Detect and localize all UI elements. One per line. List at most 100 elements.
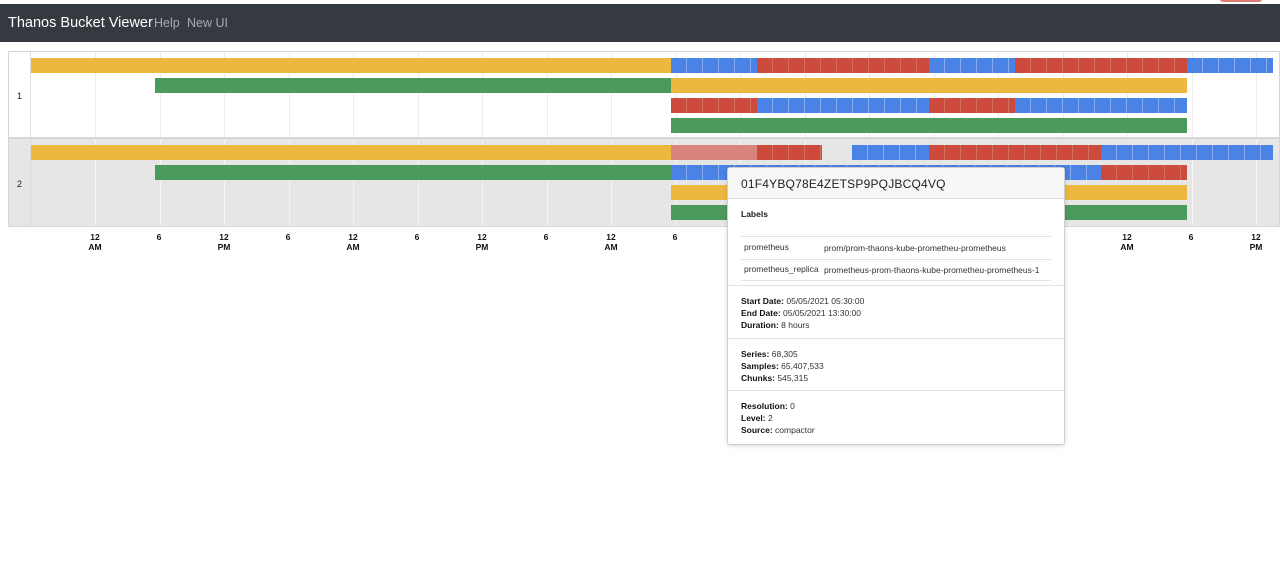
grid-line <box>482 139 483 226</box>
block-bar[interactable] <box>929 145 1101 160</box>
grid-line <box>160 139 161 226</box>
resolution: Resolution: 0 <box>741 401 795 411</box>
grid-line <box>289 139 290 226</box>
label-key: prometheus <box>744 242 789 252</box>
axis-tick: 12 PM <box>217 232 231 252</box>
block-bar[interactable] <box>929 58 1015 73</box>
block-bar[interactable] <box>1101 145 1273 160</box>
grid-line <box>934 52 935 137</box>
axis-tick: 6 <box>543 232 549 242</box>
block-bar[interactable] <box>31 145 671 160</box>
axis-tick: 12 PM <box>475 232 489 252</box>
row-label: 1 <box>17 91 23 101</box>
axis-tick: 6 <box>156 232 162 242</box>
grid-line <box>95 52 96 137</box>
grid-line <box>611 52 612 137</box>
block-bar[interactable] <box>1101 165 1187 180</box>
axis-tick: 12 AM <box>604 232 618 252</box>
grid-line <box>547 139 548 226</box>
grid-line <box>805 52 806 137</box>
block-id: 01F4YBQ78E4ZETSP9PQJBCQ4VQ <box>728 168 1064 199</box>
grid-line <box>1192 52 1193 137</box>
block-bar[interactable] <box>155 78 671 93</box>
grid-line <box>869 52 870 137</box>
grid-line <box>353 139 354 226</box>
label-value: prometheus-prom-thaons-kube-prometheu-pr… <box>824 265 1040 275</box>
block-bar-hovered[interactable] <box>671 145 757 160</box>
grid-line <box>740 52 741 137</box>
grid-line <box>353 52 354 137</box>
meta-section: Resolution: 0 Level: 2 Source: compactor <box>728 391 1064 445</box>
grid-line <box>676 139 677 226</box>
grid-line <box>224 52 225 137</box>
start-date: Start Date: 05/05/2021 05:30:00 <box>741 296 865 306</box>
grid-line <box>289 52 290 137</box>
label-value: prom/prom-thaons-kube-prometheu-promethe… <box>824 243 1006 253</box>
grid-line <box>676 52 677 137</box>
level: Level: 2 <box>741 413 773 423</box>
grid-line <box>160 52 161 137</box>
grid-line <box>1063 52 1064 137</box>
grid-line <box>547 52 548 137</box>
series-count: Series: 68,305 <box>741 349 798 359</box>
block-bar[interactable] <box>155 165 671 180</box>
grid-line <box>418 139 419 226</box>
navbar: Thanos Bucket Viewer Help New UI <box>0 4 1280 42</box>
axis-tick: 6 <box>672 232 678 242</box>
axis-tick: 6 <box>414 232 420 242</box>
app-brand[interactable]: Thanos Bucket Viewer <box>8 15 153 31</box>
block-bar[interactable] <box>929 98 1015 113</box>
label-key: prometheus_replica <box>744 264 819 274</box>
chunks-count: Chunks: 545,315 <box>741 373 809 383</box>
row-divider <box>30 52 31 137</box>
block-bar[interactable] <box>671 58 757 73</box>
grid-line <box>418 52 419 137</box>
block-bar[interactable] <box>852 145 929 160</box>
grid-line <box>998 52 999 137</box>
label-row: prometheus_replica prometheus-prom-thaon… <box>741 260 1051 281</box>
block-bar[interactable] <box>1015 98 1187 113</box>
block-timeline: 1 2 <box>8 51 1280 227</box>
time-axis: 12 AM 6 12 PM 6 12 AM 6 12 PM 6 12 AM 6 12 AM … <box>0 232 1280 256</box>
grid-line <box>611 139 612 226</box>
end-date: End Date: 05/05/2021 13:30:00 <box>741 308 862 318</box>
source: Source: compactor <box>741 425 815 435</box>
block-bar[interactable] <box>671 78 1187 93</box>
corner-button[interactable] <box>1220 0 1262 2</box>
nav-link-help[interactable]: Help <box>154 16 180 30</box>
labels-title: Labels <box>741 209 768 219</box>
grid-line <box>1192 139 1193 226</box>
nav-link-new-ui[interactable]: New UI <box>187 16 228 30</box>
block-bar[interactable] <box>757 58 929 73</box>
timeline-row-2: 2 <box>8 138 1280 227</box>
block-bar[interactable] <box>671 118 1187 133</box>
stats-section: Series: 68,305 Samples: 65,407,533 Chunk… <box>728 339 1064 391</box>
row-label: 2 <box>17 179 23 189</box>
grid-line <box>482 52 483 137</box>
axis-tick: 12 AM <box>1120 232 1134 252</box>
top-strip <box>0 0 1280 4</box>
dates-section: Start Date: 05/05/2021 05:30:00 End Date… <box>728 286 1064 339</box>
labels-table: prometheus prom/prom-thaons-kube-prometh… <box>741 236 1051 281</box>
axis-tick: 6 <box>285 232 291 242</box>
labels-section: Labels prometheus prom/prom-thaons-kube-… <box>728 199 1064 286</box>
block-details-tooltip: 01F4YBQ78E4ZETSP9PQJBCQ4VQ Labels promet… <box>727 167 1065 445</box>
label-row: prometheus prom/prom-thaons-kube-prometh… <box>741 237 1051 260</box>
grid-line <box>224 139 225 226</box>
block-bar[interactable] <box>757 98 929 113</box>
axis-tick: 12 AM <box>346 232 360 252</box>
grid-line <box>95 139 96 226</box>
grid-line <box>1256 52 1257 137</box>
block-bar[interactable] <box>1187 58 1273 73</box>
duration: Duration: 8 hours <box>741 320 810 330</box>
axis-tick: 6 <box>1188 232 1194 242</box>
samples-count: Samples: 65,407,533 <box>741 361 824 371</box>
axis-tick: 12 PM <box>1249 232 1263 252</box>
block-bar[interactable] <box>31 58 671 73</box>
grid-line <box>1127 52 1128 137</box>
block-bar[interactable] <box>671 98 757 113</box>
timeline-row-1: 1 <box>8 51 1280 138</box>
block-bar[interactable] <box>757 145 822 160</box>
block-bar[interactable] <box>1015 58 1187 73</box>
row-divider <box>30 139 31 226</box>
